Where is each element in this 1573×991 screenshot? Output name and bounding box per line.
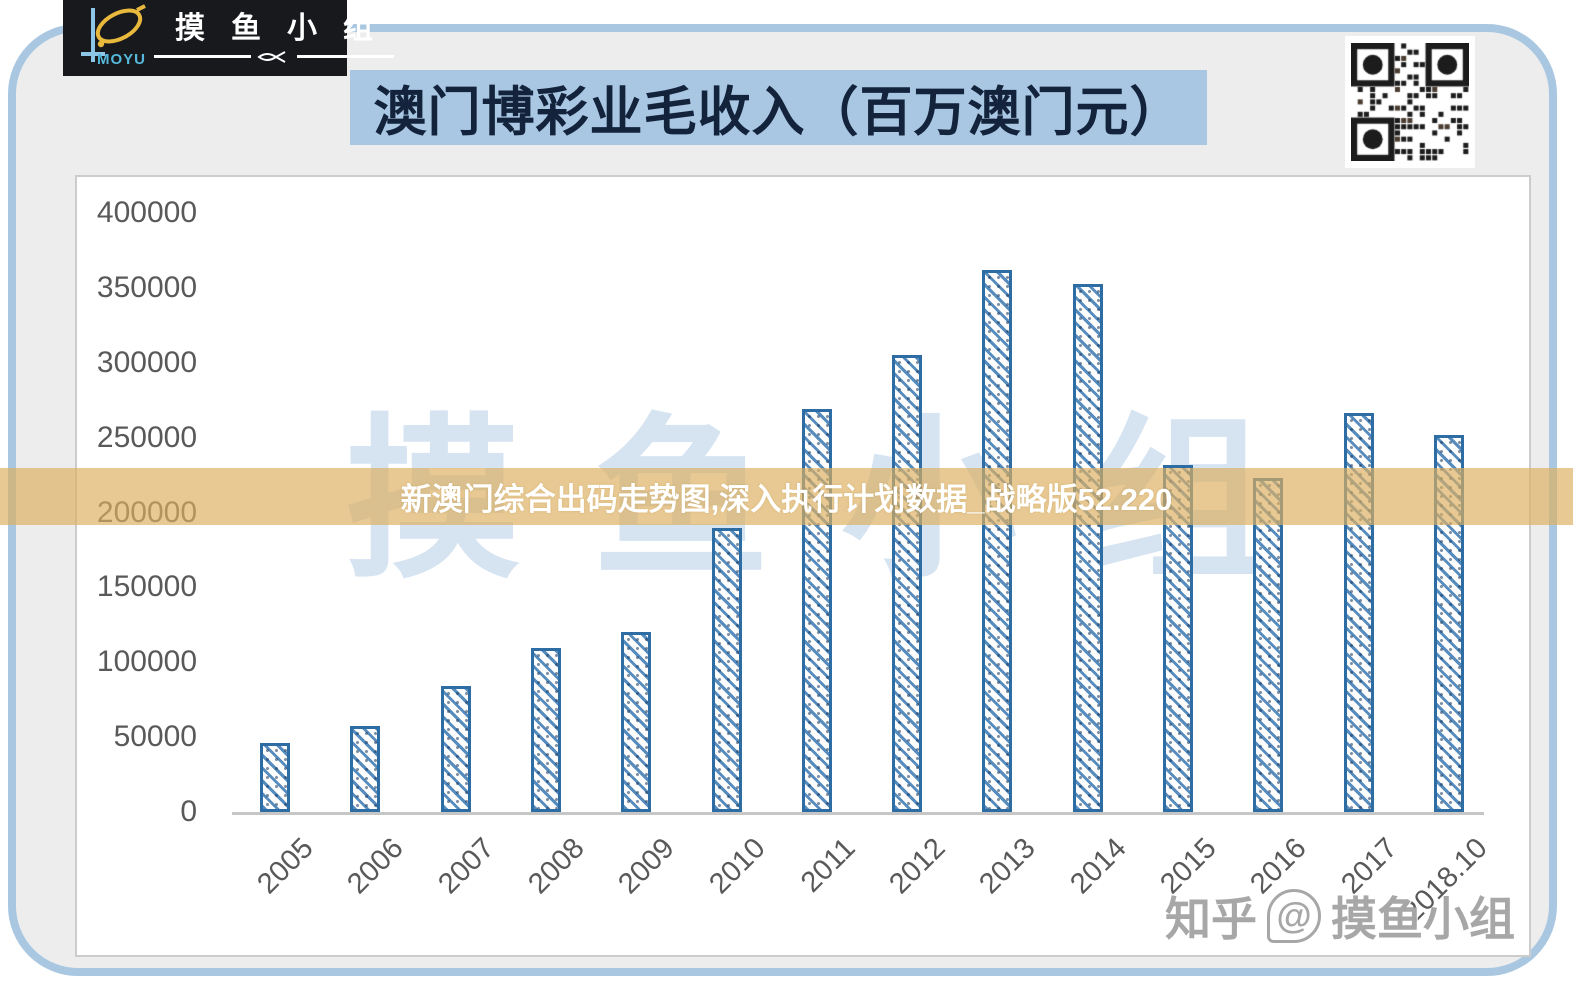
bar-2010 bbox=[711, 528, 742, 812]
y-tick-label: 350000 bbox=[96, 270, 197, 304]
y-tick-label: 250000 bbox=[96, 420, 197, 454]
bar-2013 bbox=[982, 270, 1013, 812]
zhihu-watermark-prefix: 知乎 bbox=[1165, 893, 1257, 945]
y-tick-label: 400000 bbox=[96, 196, 197, 229]
bar-2005 bbox=[260, 743, 290, 812]
logo-underline bbox=[154, 49, 394, 65]
chart-title: 澳门博彩业毛收入（百万澳门元） bbox=[373, 82, 1184, 142]
bar-2008 bbox=[530, 648, 561, 812]
x-axis-line bbox=[232, 812, 1484, 815]
bar-2012 bbox=[892, 355, 923, 812]
bar-2009 bbox=[621, 632, 652, 812]
qr-code bbox=[1345, 36, 1475, 168]
at-bubble-icon: @ bbox=[1267, 889, 1321, 943]
y-tick-label: 0 bbox=[180, 795, 197, 828]
y-tick-label: 100000 bbox=[96, 645, 197, 679]
bar-2007 bbox=[440, 686, 471, 812]
bar-2014 bbox=[1072, 284, 1103, 812]
logo-group-name: 摸鱼小组 bbox=[175, 11, 399, 45]
overlay-ad-banner: 新澳门综合出码走势图,深入执行计划数据_战略版52.220 bbox=[0, 468, 1573, 525]
y-tick-label: 150000 bbox=[96, 570, 197, 604]
chart-card: 摸鱼小组 05000010000015000020000025000030000… bbox=[75, 175, 1531, 957]
y-tick-label: 300000 bbox=[96, 345, 197, 379]
fish-icon: MOYU bbox=[71, 4, 149, 72]
y-tick-label: 50000 bbox=[113, 720, 197, 754]
bar-2018.10 bbox=[1433, 435, 1464, 812]
fish-icon bbox=[251, 50, 297, 64]
zhihu-watermark: 知乎 @ 摸鱼小组 bbox=[1165, 883, 1515, 949]
logo-brand-text: MOYU bbox=[97, 51, 146, 68]
bar-2006 bbox=[350, 726, 381, 812]
moyu-logo: MOYU 摸鱼小组 bbox=[63, 0, 394, 76]
bar-2016 bbox=[1253, 478, 1284, 812]
zhihu-watermark-name: 摸鱼小组 bbox=[1331, 893, 1515, 945]
overlay-ad-text: 新澳门综合出码走势图,深入执行计划数据_战略版52.220 bbox=[400, 482, 1173, 517]
chart-title-banner: 澳门博彩业毛收入（百万澳门元） bbox=[350, 70, 1207, 145]
